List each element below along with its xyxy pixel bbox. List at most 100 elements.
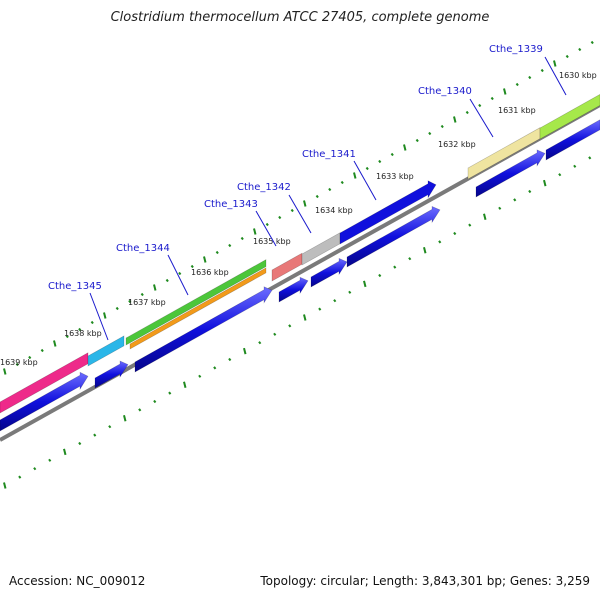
gene-bar-Cthe_1341[interactable] (339, 180, 437, 245)
gene-label-Cthe_1339[interactable]: Cthe_1339 (489, 44, 543, 55)
gene-leader-line (288, 194, 312, 234)
kbp-tick (540, 68, 544, 73)
lower-tick (63, 448, 67, 456)
kbp-tick (353, 172, 357, 179)
kbp-tick (103, 312, 107, 319)
kbp-tick (40, 348, 44, 353)
gene-label-Cthe_1343[interactable]: Cthe_1343 (204, 199, 258, 210)
lower-tick (423, 247, 427, 254)
cds-bar[interactable] (310, 257, 348, 288)
lower-tick (123, 415, 127, 422)
lower-tick (183, 381, 187, 388)
lower-tick (138, 408, 142, 412)
cds-bar[interactable] (545, 119, 600, 161)
cds-bar[interactable] (0, 371, 89, 432)
gene-label-Cthe_1340[interactable]: Cthe_1340 (418, 86, 472, 97)
lower-tick (558, 173, 562, 177)
cds-bar[interactable] (346, 205, 441, 268)
kbp-tick (53, 340, 57, 347)
kbp-tick (578, 47, 582, 52)
lower-tick (333, 299, 337, 303)
kbp-label: 1639 kbp (0, 358, 38, 367)
lower-tick (348, 290, 352, 294)
gene-bar-Cthe_1339[interactable] (539, 94, 600, 140)
gene-leader-line (469, 98, 494, 138)
kbp-tick (215, 250, 219, 255)
gene-label-Cthe_1345[interactable]: Cthe_1345 (48, 281, 102, 292)
kbp-tick (415, 138, 419, 143)
topology-text: Topology: circular; Length: 3,843,301 bp… (260, 574, 590, 588)
kbp-tick (165, 278, 169, 283)
kbp-tick (153, 284, 157, 291)
lower-tick (18, 475, 22, 479)
kbp-tick (78, 327, 82, 332)
kbp-tick (15, 362, 19, 367)
kbp-label: 1633 kbp (376, 172, 414, 181)
kbp-tick (340, 180, 344, 185)
kbp-tick (28, 355, 32, 360)
gene-label-Cthe_1341[interactable]: Cthe_1341 (302, 149, 356, 160)
gene-bar-Cthe_1345[interactable] (87, 335, 125, 367)
kbp-tick (315, 194, 319, 199)
kbp-tick (365, 166, 369, 171)
gene-bar-Cthe_1344[interactable] (125, 259, 267, 346)
map-title: Clostridium thermocellum ATCC 27405, com… (110, 10, 490, 25)
gene-label-Cthe_1342[interactable]: Cthe_1342 (237, 182, 291, 193)
lower-tick (468, 223, 472, 227)
kbp-tick (253, 228, 257, 235)
lower-tick (198, 374, 202, 378)
lower-tick (213, 366, 217, 370)
gene-leader-line (89, 292, 109, 341)
kbp-tick (328, 187, 332, 192)
kbp-tick (390, 152, 394, 157)
kbp-tick (490, 96, 494, 101)
kbp-tick (378, 159, 382, 164)
lower-tick (288, 324, 292, 328)
kbp-tick (178, 271, 182, 276)
lower-tick (363, 280, 367, 288)
cds-bar[interactable] (94, 360, 129, 389)
cds-bar[interactable] (278, 276, 309, 303)
gene-leader-line (167, 254, 189, 296)
gene-leader-line (255, 210, 277, 247)
lower-tick (393, 265, 397, 269)
lower-tick (168, 391, 172, 395)
kbp-tick (128, 299, 132, 304)
gene-bar-orange[interactable] (129, 267, 267, 350)
kbp-tick (265, 222, 269, 227)
kbp-tick (403, 144, 407, 151)
kbp-tick (290, 208, 294, 213)
kbp-tick (140, 292, 144, 297)
kbp-tick (278, 215, 282, 220)
lower-tick (78, 441, 82, 446)
kbp-tick (553, 60, 557, 67)
kbp-tick (503, 88, 507, 95)
lower-tick (543, 179, 547, 187)
lower-tick (573, 164, 577, 168)
lower-tick (93, 433, 97, 437)
kbp-tick (190, 264, 194, 269)
lower-tick (243, 347, 247, 355)
lower-tick (258, 341, 262, 345)
lower-tick (498, 206, 502, 210)
lower-tick (48, 458, 52, 462)
kbp-tick (465, 110, 469, 115)
kbp-label: 1632 kbp (438, 140, 476, 149)
kbp-tick (240, 236, 244, 241)
gene-leader-line (544, 56, 567, 96)
kbp-tick (3, 368, 7, 375)
cds-bar[interactable] (475, 149, 546, 198)
kbp-tick (428, 131, 432, 136)
lower-tick (108, 425, 112, 429)
kbp-tick (440, 124, 444, 129)
lower-tick (378, 273, 382, 278)
kbp-label: 1634 kbp (315, 206, 353, 215)
kbp-tick (453, 116, 457, 123)
lower-tick (318, 307, 322, 311)
kbp-tick (478, 103, 482, 108)
cds-bar[interactable] (134, 286, 273, 373)
gene-label-Cthe_1344[interactable]: Cthe_1344 (116, 243, 170, 254)
kbp-tick (303, 200, 307, 207)
gene-bar-Cthe_1343[interactable] (271, 252, 303, 282)
